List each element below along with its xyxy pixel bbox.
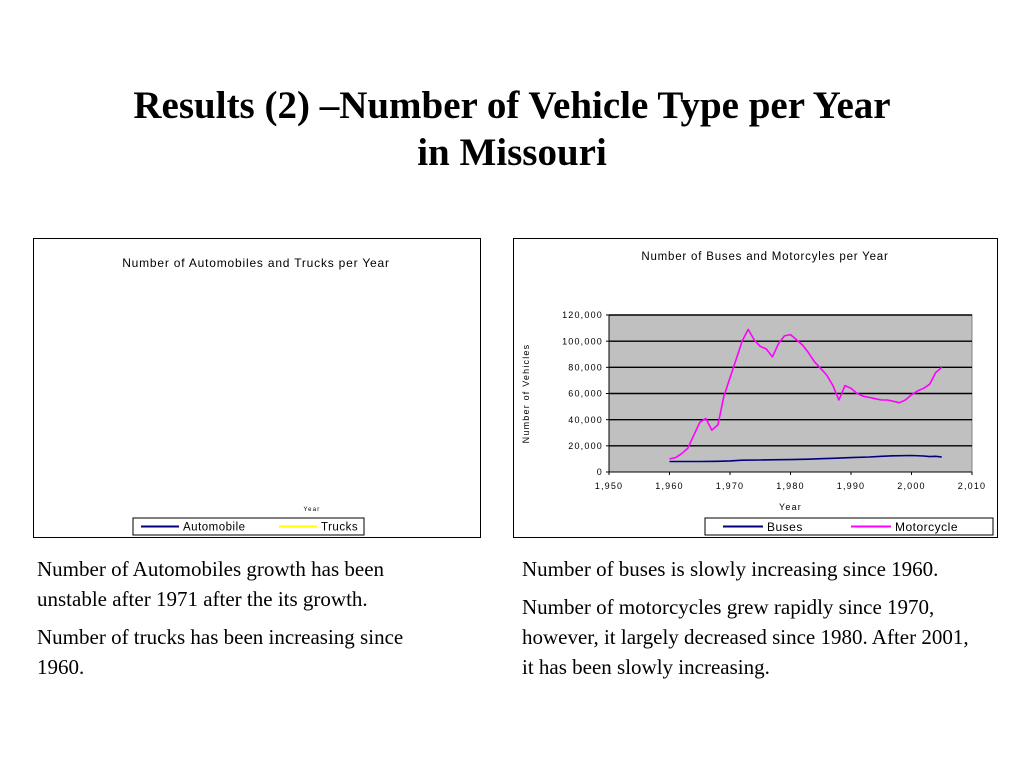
x-tick-label: 1,960 [655, 481, 684, 491]
x-tick-label: 1,970 [716, 481, 745, 491]
legend-box [704, 517, 994, 536]
y-tick-label: 120,000 [562, 310, 603, 320]
caption-left-paragraph: Number of trucks has been increasing sin… [37, 625, 404, 679]
legend-label: Automobile [183, 522, 246, 534]
slide-title: Results (2) –Number of Vehicle Type per … [40, 82, 984, 176]
slide-title-line-1: Results (2) –Number of Vehicle Type per … [133, 84, 891, 127]
x-tick-label: 2,000 [897, 481, 926, 491]
caption-left: Number of Automobiles growth has been un… [37, 554, 447, 690]
buses-motorcycles-chart: Number of Buses and Motorcyles per Year 0… [513, 238, 998, 538]
x-tick-label: 1,990 [837, 481, 866, 491]
legend-label: Buses [767, 520, 803, 534]
chart-title: Number of Buses and Motorcyles per Year [641, 251, 888, 263]
x-tick-label: 1,950 [595, 481, 624, 491]
caption-right-paragraph: Number of buses is slowly increasing sin… [522, 557, 939, 581]
y-tick-label: 60,000 [568, 389, 603, 399]
chart-title: Number of Automobiles and Trucks per Yea… [122, 256, 390, 270]
series-line-buses [669, 454, 942, 463]
legend-label: Motorcycle [895, 520, 958, 534]
automobiles-trucks-chart: Number of Automobiles and Trucks per Yea… [33, 238, 481, 538]
y-tick-label: 0 [597, 467, 603, 477]
buses-motorcycles-chart-svg: Number of Buses and Motorcyles per Year 0… [521, 251, 994, 536]
caption-right: Number of buses is slowly increasing sin… [522, 554, 972, 690]
caption-left-paragraph: Number of Automobiles growth has been un… [37, 557, 385, 611]
caption-right-paragraph: Number of motorcycles grew rapidly since… [522, 595, 969, 679]
y-axis-label: Number of Vehicles [521, 344, 531, 444]
x-axis-label: Year [779, 502, 802, 512]
automobiles-trucks-chart-svg: Number of Automobiles and Trucks per Yea… [122, 256, 390, 536]
legend-box [132, 517, 365, 536]
legend-label: Trucks [321, 522, 358, 534]
y-tick-label: 40,000 [568, 415, 603, 425]
x-tick-label: 1,980 [776, 481, 805, 491]
x-tick-label: 2,010 [958, 481, 987, 491]
series-line-motorcycle [669, 328, 943, 460]
x-axis-label: Year [304, 507, 321, 513]
y-tick-label: 20,000 [568, 441, 603, 451]
y-tick-label: 100,000 [562, 336, 603, 346]
y-tick-label: 80,000 [568, 362, 603, 372]
slide-title-line-2: in Missouri [417, 131, 607, 174]
